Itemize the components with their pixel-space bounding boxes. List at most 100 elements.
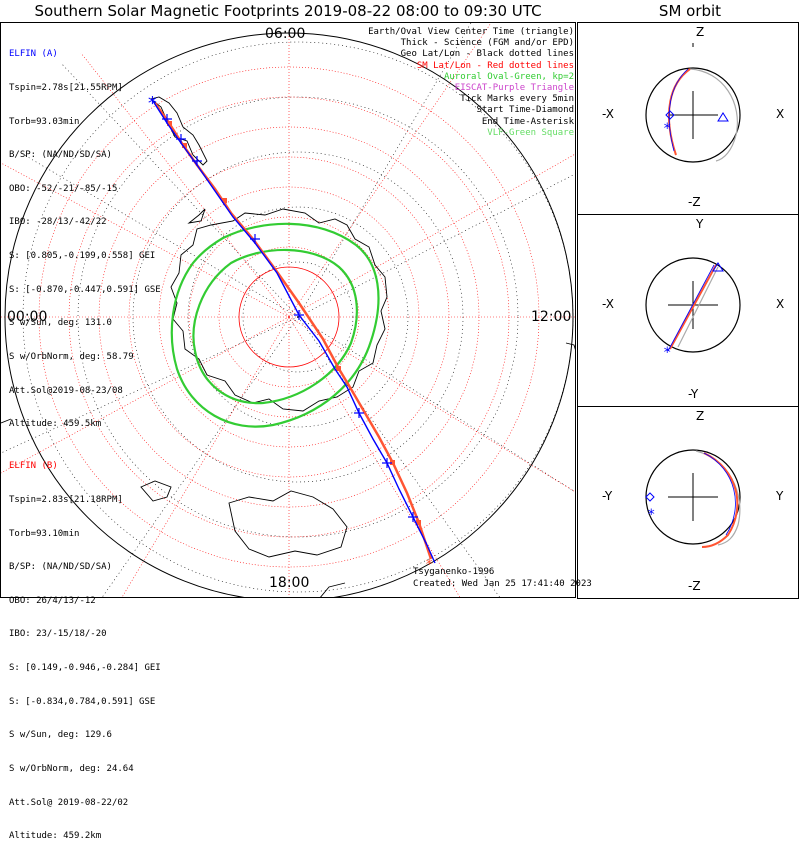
elfin-a-tick xyxy=(176,134,186,144)
orbit-grey xyxy=(689,68,738,162)
orbit-plot-xz: * xyxy=(645,43,741,163)
elfin-a-name: ELFIN (A) xyxy=(9,49,58,60)
orbit-elfin-a xyxy=(668,68,689,152)
elfin-b-line: OBO: 26/4/13/-12 xyxy=(9,595,96,606)
orbit-panel-xy: * Y -Y -X X xyxy=(577,214,799,407)
elfin-b-footprint-line xyxy=(153,102,433,560)
orbit-label-left: -Y xyxy=(602,489,613,503)
axis-cross xyxy=(668,91,718,139)
sm-meridian xyxy=(288,316,575,493)
elfin-a-line: Att.Sol@2019-08-23/08 xyxy=(9,385,123,396)
orbit-label-top: Z xyxy=(696,409,705,423)
elfin-a-line: Torb=93.03min xyxy=(9,116,80,127)
orbit-label-top: Y xyxy=(696,217,704,231)
elfin-b-name: ELFIN (B) xyxy=(9,461,58,472)
africa-coastline xyxy=(1,342,575,424)
elfin-a-info: ELFIN (A) Tspin=2.78s[21.55RPM] Torb=93.… xyxy=(9,27,161,453)
geo-lat-circle xyxy=(187,206,409,428)
elfin-b-line: S: [0.149,-0.946,-0.284] GEI xyxy=(9,663,161,674)
orbit-label-bottom: -Y xyxy=(688,387,699,401)
elfin-a-tick xyxy=(408,512,418,522)
polar-plot: * * xyxy=(1,23,575,597)
orbit-plot-yz: * xyxy=(645,449,741,548)
elfin-b-end-asterisk: * xyxy=(425,557,433,573)
orbit-elfin-a xyxy=(703,452,736,536)
elfin-b-tick xyxy=(416,520,421,525)
orbit-label-right: X xyxy=(776,297,785,311)
elfin-b-info: ELFIN (B) Tspin=2.83s[21.18RPM] Torb=93.… xyxy=(9,439,161,865)
figure-title: Southern Solar Magnetic Footprints 2019-… xyxy=(34,2,542,20)
clock-label-bottom: 18:00 xyxy=(269,575,310,591)
elfin-b-line: S w/Sun, deg: 129.6 xyxy=(9,730,112,741)
elfin-b-line: S: [-0.834,0.784,0.591] GSE xyxy=(9,696,156,707)
sm-meridian xyxy=(1,162,290,318)
antarctica-coastline xyxy=(170,208,388,412)
auroral-oval-inner xyxy=(192,248,358,405)
geo-meridian xyxy=(297,173,575,318)
sm-meridian xyxy=(288,23,492,318)
legend-entry: VLF-Green Square xyxy=(487,127,574,138)
elfin-b-tick xyxy=(222,198,227,203)
elfin-a-line: B/SP: (NA/ND/SD/SA) xyxy=(9,150,112,161)
elfin-b-line: Torb=93.10min xyxy=(9,528,80,539)
elfin-a-tick xyxy=(354,408,364,418)
orbit-label-right: X xyxy=(776,107,785,121)
elfin-a-line: S w/OrbNorm, deg: 58.79 xyxy=(9,351,134,362)
orbit-panel-xz: * Z -Z -X X xyxy=(577,22,799,215)
legend-entry: EISCAT-Purple Triangle xyxy=(454,83,574,94)
australia-coastline xyxy=(140,480,348,597)
auroral-ovals xyxy=(170,222,380,428)
elfin-a-track: * xyxy=(147,93,436,564)
orbit-label-top: Z xyxy=(696,25,705,39)
geo-meridian xyxy=(297,23,472,318)
elfin-a-tick xyxy=(250,234,260,244)
elfin-b-line: Altitude: 459.2km xyxy=(9,831,102,842)
orbit-diamond xyxy=(645,492,655,502)
credits-created: Created: Wed Jan 25 17:41:40 2023 xyxy=(413,579,592,589)
elfin-b-tick xyxy=(336,366,341,371)
legend-entry: Tick Marks every 5min xyxy=(460,94,574,105)
orbit-label-right: Y xyxy=(776,489,784,503)
sm-meridian xyxy=(121,316,290,597)
orbit-diamond xyxy=(665,110,675,120)
earth-circle xyxy=(645,67,741,163)
elfin-a-start-asterisk: * xyxy=(147,93,158,114)
legend: Earth/Oval View Center Time (triangle) Th… xyxy=(368,27,574,139)
elfin-a-line: Altitude: 459.5km xyxy=(9,419,102,430)
orbit-grey xyxy=(677,266,719,348)
elfin-b-line: B/SP: (NA/ND/SD/SA) xyxy=(9,562,112,573)
orbit-label-left: -X xyxy=(602,297,614,311)
orbit-label-left: -X xyxy=(602,107,614,121)
elfin-b-line: Tspin=2.83s[21.18RPM] xyxy=(9,495,123,506)
orbit-label-bottom: -Z xyxy=(688,579,701,593)
credits-model: Tsyganenko-1996 xyxy=(413,567,495,577)
elfin-b-tick xyxy=(390,460,395,465)
elfin-a-ticks xyxy=(162,114,418,522)
clock-label-right: 12:00 xyxy=(531,309,572,325)
earth-circle xyxy=(645,257,741,353)
elfin-b-line: Att.Sol@ 2019-08-22/02 xyxy=(9,797,129,808)
orbit-plot-xy: * xyxy=(645,257,741,361)
sm-meridian xyxy=(80,52,290,318)
sm-pole-circle xyxy=(238,266,340,368)
axis-cross xyxy=(668,473,718,521)
clock-label-left: 00:00 xyxy=(7,309,48,325)
clock-label-top: 06:00 xyxy=(265,26,306,42)
elfin-a-line: S: [-0.870,-0.447,0.591] GSE xyxy=(9,284,161,295)
sm-meridian xyxy=(288,316,461,597)
legend-entry: Thick - Science (FGM and/or EPD) xyxy=(400,38,574,49)
sm-meridian xyxy=(288,153,575,318)
orbit-grey xyxy=(695,450,741,546)
orbit-elfin-b xyxy=(701,452,739,548)
geo-meridian xyxy=(1,316,299,454)
elfin-a-line: S: [0.805,-0.199,0.558] GEI xyxy=(9,251,156,262)
elfin-b-line: IBO: 23/-15/18/-20 xyxy=(9,629,107,640)
elfin-b-line: S w/OrbNorm, deg: 24.64 xyxy=(9,763,134,774)
elfin-a-line: OBO: -52/-21/-85/-15 xyxy=(9,183,118,194)
elfin-a-tick xyxy=(162,114,172,124)
orbit-asterisk: * xyxy=(647,507,655,523)
sm-grid xyxy=(1,23,575,597)
legend-entry: End Time-Asterisk xyxy=(481,116,574,127)
elfin-a-line: Tspin=2.78s[21.55RPM] xyxy=(9,83,123,94)
geo-meridian xyxy=(297,316,575,493)
